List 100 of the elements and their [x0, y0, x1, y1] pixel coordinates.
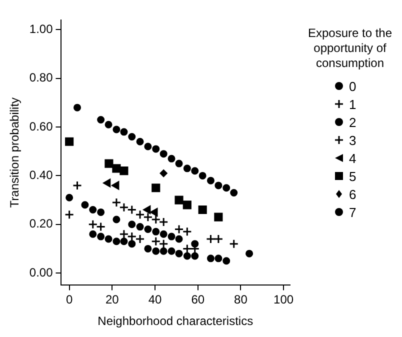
point [168, 247, 176, 255]
point [206, 254, 214, 262]
point [96, 222, 106, 232]
x-tick-label: 20 [105, 292, 120, 307]
point [81, 201, 89, 209]
legend-title: Exposure to the opportunity of consumption [306, 26, 394, 71]
point [160, 247, 168, 255]
point [97, 116, 105, 124]
point [152, 228, 160, 236]
point [174, 224, 184, 234]
point [120, 128, 128, 136]
point [168, 232, 176, 240]
point [206, 176, 214, 184]
point [135, 234, 145, 244]
y-tick-label: 0.00 [29, 265, 54, 280]
point [152, 145, 160, 153]
point [160, 150, 168, 158]
point [230, 188, 238, 196]
point [112, 164, 121, 173]
point [128, 133, 136, 141]
point [182, 200, 192, 210]
point [151, 214, 161, 224]
point [89, 230, 97, 238]
point [174, 196, 184, 204]
y-tick-label: 0.80 [29, 70, 54, 85]
x-tick-label: 100 [274, 292, 294, 307]
point [112, 216, 120, 224]
point [175, 235, 183, 243]
point [175, 160, 183, 168]
point [206, 234, 216, 244]
x-tick-label: 0 [66, 292, 73, 307]
point [136, 223, 144, 231]
point [191, 252, 199, 260]
point [191, 167, 199, 175]
point [103, 178, 111, 188]
x-tick-label: 80 [234, 292, 248, 307]
y-tick-label: 1.00 [29, 22, 54, 36]
point [120, 238, 128, 246]
point [127, 232, 137, 242]
point [168, 154, 176, 162]
point [104, 235, 112, 243]
point [119, 202, 129, 212]
point [150, 208, 158, 216]
point [97, 208, 105, 216]
point [214, 254, 222, 262]
point [152, 247, 160, 255]
legend-label: 3 [349, 132, 356, 148]
point [66, 194, 74, 202]
point [182, 244, 192, 254]
point [152, 184, 160, 192]
point [198, 172, 206, 180]
point [64, 210, 74, 220]
point [128, 220, 136, 228]
point [151, 236, 161, 246]
point [182, 226, 192, 236]
point [229, 239, 239, 249]
point [175, 250, 183, 258]
point [65, 137, 74, 146]
point [246, 250, 254, 258]
point [88, 220, 98, 230]
point [104, 159, 114, 168]
point [158, 217, 168, 227]
point [112, 181, 120, 190]
point [214, 234, 224, 244]
point [74, 104, 82, 112]
legend-label: 1 [349, 96, 356, 112]
point [136, 138, 144, 146]
point [112, 126, 120, 134]
point [119, 229, 129, 239]
point [112, 198, 122, 208]
point [214, 212, 223, 222]
y-axis-title: Transition probability [8, 97, 22, 208]
x-axis-title: Neighborhood characteristics [98, 314, 254, 328]
point [183, 252, 191, 260]
point [144, 142, 152, 150]
legend-label: 4 [349, 150, 356, 166]
legend-label: 5 [349, 168, 356, 184]
point [89, 206, 97, 214]
point [97, 232, 105, 240]
point [158, 239, 168, 249]
point [104, 120, 112, 128]
point [143, 206, 151, 214]
point [214, 182, 222, 190]
legend-label: 2 [349, 114, 356, 130]
y-tick-label: 0.20 [29, 216, 54, 231]
y-tick-label: 0.40 [29, 168, 54, 182]
point [72, 180, 82, 190]
point [128, 240, 136, 248]
x-tick-label: 60 [191, 292, 205, 307]
x-tick-label: 40 [148, 292, 162, 307]
point [183, 164, 191, 172]
point [160, 170, 168, 178]
point [222, 184, 230, 192]
point [144, 244, 152, 252]
point [198, 205, 207, 214]
point [112, 238, 120, 246]
point [144, 225, 152, 233]
point [120, 166, 128, 176]
legend-label: 7 [349, 204, 356, 220]
point [160, 230, 168, 238]
